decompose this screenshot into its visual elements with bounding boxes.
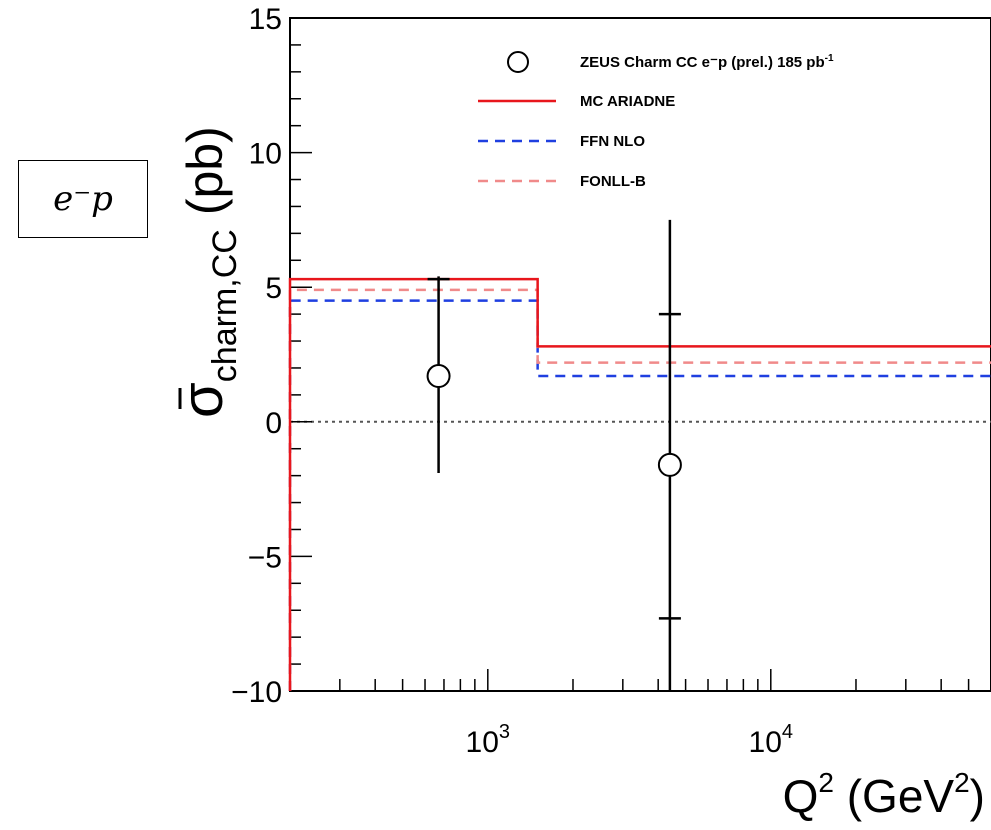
- x-title-unit: (GeV: [834, 770, 954, 822]
- x-title-close: ): [970, 770, 985, 822]
- y-title-unit: (pb): [177, 126, 233, 215]
- y-tick-label: −10: [231, 676, 282, 709]
- data-point: [657, 452, 682, 477]
- series-line-ffn-nlo: [288, 299, 991, 691]
- svg-text:σcharm,CC(pb): σcharm,CC(pb): [170, 126, 244, 418]
- legend: ZEUS Charm CC e⁻p (prel.) 185 pb-1 MC ARI…: [478, 51, 834, 190]
- x-title-sup: 2: [818, 767, 834, 798]
- y-tick-label: −5: [248, 541, 282, 574]
- legend-label: ZEUS Charm CC e⁻p (prel.) 185 pb-1: [580, 53, 834, 71]
- data-point: [426, 364, 451, 389]
- y-tick-label: 5: [265, 272, 282, 305]
- series-line-mc-ariadne: [288, 277, 991, 691]
- x-title-main: Q: [783, 770, 819, 822]
- legend-label: FONLL-B: [580, 173, 646, 190]
- x-title-unit-sup: 2: [954, 767, 970, 798]
- y-tick-label: 15: [249, 3, 282, 36]
- series-points: [426, 219, 682, 691]
- legend-label: MC ARIADNE: [580, 93, 675, 110]
- y-tick-label: 10: [249, 138, 282, 171]
- y-tick-label: 0: [265, 407, 282, 440]
- x-axis-ticks: 103 104: [289, 669, 991, 759]
- x-axis-title: Q2 (GeV2): [783, 767, 985, 822]
- y-axis-title: σcharm,CC(pb): [170, 126, 244, 418]
- process-label-box: e⁻p: [18, 160, 148, 238]
- x-tick-label: 104: [749, 721, 794, 759]
- y-title-subscript: charm,CC: [206, 229, 244, 382]
- legend-label: FFN NLO: [580, 133, 645, 150]
- x-tick-label: 103: [466, 721, 511, 759]
- legend-marker: [507, 51, 529, 73]
- process-label: e⁻p: [53, 179, 113, 219]
- series-line-fonll-b: [288, 288, 991, 691]
- plot-frame: [289, 17, 991, 692]
- y-axis-ticks: −10 −5 0 5 10 15: [231, 3, 312, 709]
- series-lines: [288, 277, 991, 691]
